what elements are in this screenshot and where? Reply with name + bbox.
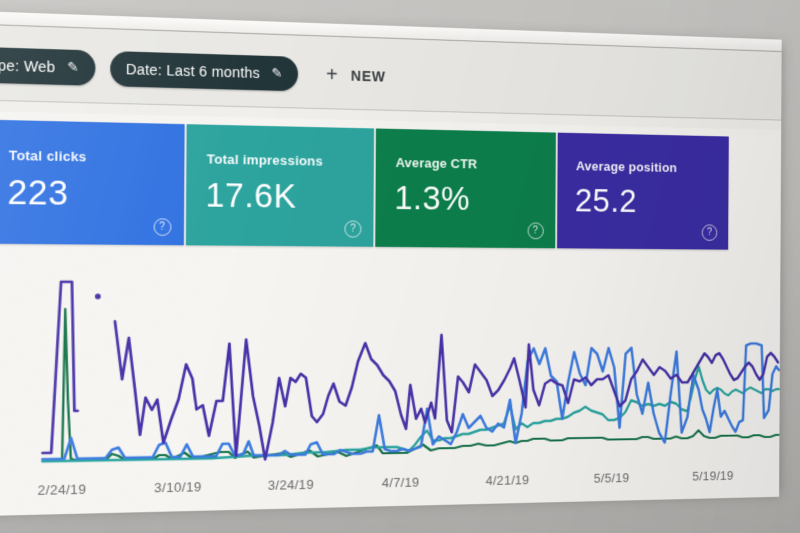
- filter-chip-date-range[interactable]: Date: Last 6 months ✎: [109, 50, 298, 91]
- x-tick: 5/19/19: [692, 468, 734, 484]
- x-tick: 2/24/19: [37, 481, 87, 499]
- metric-card-value: 1.3%: [394, 178, 471, 217]
- new-filter-label: NEW: [350, 67, 386, 85]
- metric-card-title: Total clicks: [8, 147, 87, 165]
- metric-card-value: 17.6K: [205, 175, 297, 215]
- performance-chart[interactable]: 2/24/19 3/10/19 3/24/19 4/7/19 4/21/19 5/5/19…: [0, 252, 780, 510]
- help-icon[interactable]: ?: [344, 220, 362, 238]
- metric-card-value: 223: [7, 172, 69, 213]
- metric-card-total-clicks[interactable]: Total clicks 223 ?: [0, 119, 185, 246]
- filter-chip-search-type[interactable]: type: Web ✎: [0, 44, 96, 86]
- metric-card-average-ctr[interactable]: Average CTR 1.3% ?: [375, 128, 556, 249]
- help-icon[interactable]: ?: [701, 224, 718, 241]
- series-line-clicks: [42, 343, 779, 459]
- x-tick: 5/5/19: [593, 470, 630, 486]
- help-icon[interactable]: ?: [153, 218, 171, 236]
- metric-card-title: Total impressions: [206, 151, 323, 169]
- filter-chip-label: type: Web: [0, 56, 56, 75]
- x-tick: 4/21/19: [485, 472, 530, 489]
- metric-card-value: 25.2: [574, 181, 638, 219]
- search-console-screen: type: Web ✎ Date: Last 6 months ✎ + NEW …: [0, 11, 782, 517]
- plus-icon: +: [326, 63, 338, 86]
- edit-pencil-icon[interactable]: ✎: [67, 58, 80, 75]
- series-line-position: [43, 282, 79, 453]
- performance-line-chart[interactable]: [0, 252, 780, 484]
- performance-report-body: Total clicks 223 ? Total impressions 17.…: [0, 119, 782, 517]
- x-tick: 4/7/19: [381, 474, 420, 491]
- metric-card-total-impressions[interactable]: Total impressions 17.6K ?: [185, 124, 375, 247]
- edit-pencil-icon[interactable]: ✎: [271, 64, 283, 81]
- metric-card-title: Average position: [576, 158, 678, 175]
- metric-card-title: Average CTR: [395, 154, 478, 172]
- new-filter-button[interactable]: + NEW: [326, 63, 386, 86]
- filter-chip-label: Date: Last 6 months: [125, 60, 261, 81]
- x-tick: 3/10/19: [154, 478, 202, 496]
- help-icon[interactable]: ?: [527, 222, 544, 240]
- metric-card-average-position[interactable]: Average position 25.2 ?: [556, 132, 729, 250]
- isolated-data-point: [94, 293, 101, 300]
- metric-cards-row: Total clicks 223 ? Total impressions 17.…: [0, 119, 729, 250]
- x-tick: 3/24/19: [267, 476, 314, 493]
